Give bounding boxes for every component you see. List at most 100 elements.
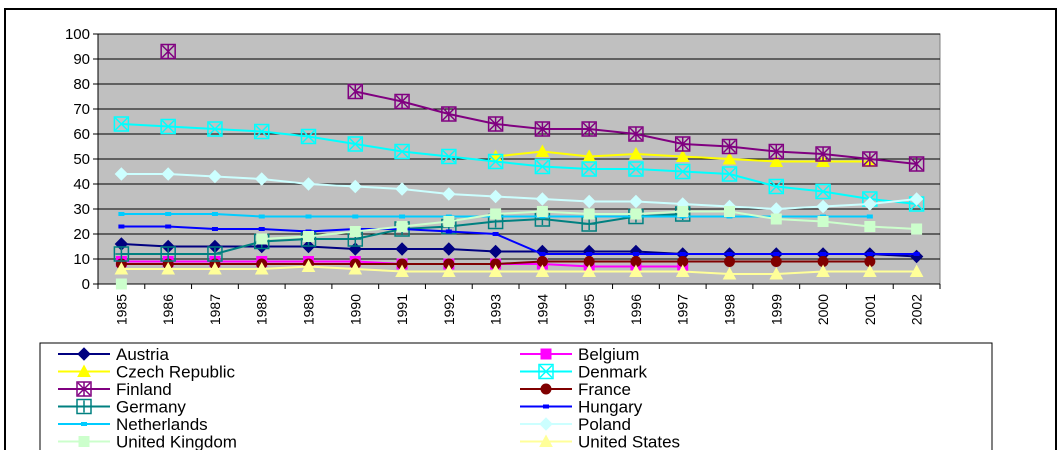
data-point-netherlands — [866, 214, 873, 219]
x-tick-label: 1991 — [394, 294, 410, 325]
legend-label-finland: Finland — [116, 380, 172, 399]
legend-label-france: France — [578, 380, 631, 399]
data-point-united-kingdom — [115, 278, 127, 290]
legend-label-czech-republic: Czech Republic — [116, 363, 236, 382]
data-point-netherlands — [352, 214, 359, 219]
legend-label-germany: Germany — [116, 398, 186, 417]
legend-marker-france — [540, 383, 552, 395]
data-point-poland — [161, 167, 175, 181]
data-point-united-kingdom — [443, 216, 455, 227]
data-point-denmark — [487, 153, 504, 170]
data-point-finland — [628, 126, 644, 142]
legend-box — [39, 342, 993, 450]
legend-marker-poland — [539, 417, 553, 431]
data-point-united-states — [909, 264, 924, 277]
legend-label-united-kingdom: United Kingdom — [116, 433, 237, 450]
x-tick-label: 1992 — [441, 294, 457, 325]
data-point-czech-republic — [535, 144, 550, 157]
data-point-denmark — [628, 161, 644, 177]
chart-frame — [4, 8, 1057, 450]
data-point-germany — [160, 246, 176, 262]
data-point-poland — [208, 169, 222, 184]
legend-label-netherlands: Netherlands — [116, 415, 208, 434]
data-point-denmark — [300, 128, 317, 145]
y-tick-label: 30 — [73, 201, 90, 218]
legend-label-belgium: Belgium — [578, 345, 639, 364]
data-point-united-states — [301, 259, 316, 272]
legend-label-poland: Poland — [578, 415, 631, 434]
x-tick-label: 1997 — [675, 294, 691, 325]
data-point-hungary — [445, 229, 452, 234]
data-point-hungary — [820, 252, 827, 256]
data-point-united-kingdom — [303, 231, 314, 242]
data-point-czech-republic — [769, 154, 784, 167]
legend-marker-hungary — [543, 404, 549, 409]
data-point-austria — [442, 242, 456, 256]
data-point-poland — [488, 189, 503, 204]
data-point-united-kingdom — [864, 221, 876, 232]
legend-label-denmark: Denmark — [578, 363, 647, 382]
y-tick-label: 20 — [73, 226, 90, 243]
data-point-united-states — [395, 264, 409, 277]
y-tick-label: 90 — [73, 51, 90, 68]
data-point-poland — [301, 177, 316, 191]
data-point-denmark — [441, 148, 457, 165]
legend-marker-denmark — [538, 363, 554, 380]
x-tick-label: 1993 — [488, 294, 504, 325]
data-point-denmark — [581, 161, 597, 177]
data-point-finland — [721, 138, 738, 155]
data-point-poland — [255, 172, 269, 186]
y-tick-label: 60 — [73, 126, 90, 143]
data-point-hungary — [679, 252, 686, 256]
data-point-denmark — [253, 123, 270, 140]
data-point-hungary — [913, 252, 920, 256]
x-tick-label: 1988 — [254, 294, 270, 325]
data-point-united-states — [488, 264, 503, 277]
data-point-france — [770, 256, 782, 267]
data-point-united-states — [862, 264, 877, 277]
data-point-hungary — [211, 227, 218, 231]
data-point-united-states — [535, 264, 550, 277]
series-line-united-states — [121, 265, 917, 275]
x-tick-label: 1994 — [534, 294, 550, 325]
legend-marker-united-states — [539, 434, 553, 447]
series-line-hungary — [121, 225, 917, 255]
y-tick-label: 70 — [73, 101, 90, 118]
data-point-hungary — [492, 232, 499, 236]
data-point-finland — [347, 83, 364, 100]
data-point-united-kingdom — [630, 208, 642, 220]
data-point-denmark — [347, 136, 364, 152]
data-point-finland — [160, 43, 176, 60]
data-point-united-kingdom — [583, 208, 595, 220]
legend-marker-belgium — [540, 348, 552, 360]
data-point-denmark — [160, 118, 176, 135]
data-point-united-kingdom — [256, 233, 268, 245]
data-point-finland — [768, 143, 785, 160]
legend-marker-germany — [76, 398, 92, 415]
legend-label-united-states: United States — [578, 433, 680, 450]
y-tick-label: 10 — [73, 251, 90, 268]
data-point-united-states — [114, 261, 129, 275]
data-point-hungary — [866, 252, 873, 256]
data-point-denmark — [113, 116, 130, 132]
data-point-united-states — [722, 266, 737, 280]
data-point-netherlands — [118, 212, 125, 216]
data-point-denmark — [394, 143, 410, 160]
data-point-united-kingdom — [536, 206, 548, 217]
data-point-united-kingdom — [817, 216, 829, 227]
data-point-hungary — [118, 224, 125, 229]
data-point-finland — [908, 156, 925, 172]
series-line-denmark — [121, 123, 917, 205]
data-point-united-states — [582, 264, 597, 277]
legend-marker-austria — [77, 347, 91, 361]
data-point-netherlands — [258, 214, 265, 219]
data-point-poland — [863, 197, 877, 211]
data-point-finland — [815, 146, 831, 162]
data-point-united-states — [161, 261, 176, 275]
legend-label-austria: Austria — [116, 345, 169, 364]
data-point-finland — [534, 121, 551, 137]
data-point-denmark — [207, 121, 223, 137]
x-tick-label: 1990 — [347, 294, 363, 325]
data-point-united-states — [208, 261, 222, 275]
